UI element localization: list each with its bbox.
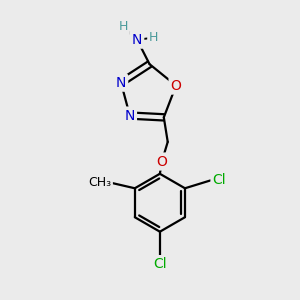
Text: Cl: Cl <box>212 173 226 188</box>
Text: CH₃: CH₃ <box>88 176 111 189</box>
Text: O: O <box>171 79 182 93</box>
Text: O: O <box>156 154 167 169</box>
Text: H: H <box>118 20 128 33</box>
Text: N: N <box>132 33 142 47</box>
Text: Cl: Cl <box>153 257 167 271</box>
Text: N: N <box>124 109 135 123</box>
Text: N: N <box>116 76 126 90</box>
Text: H: H <box>149 31 158 44</box>
